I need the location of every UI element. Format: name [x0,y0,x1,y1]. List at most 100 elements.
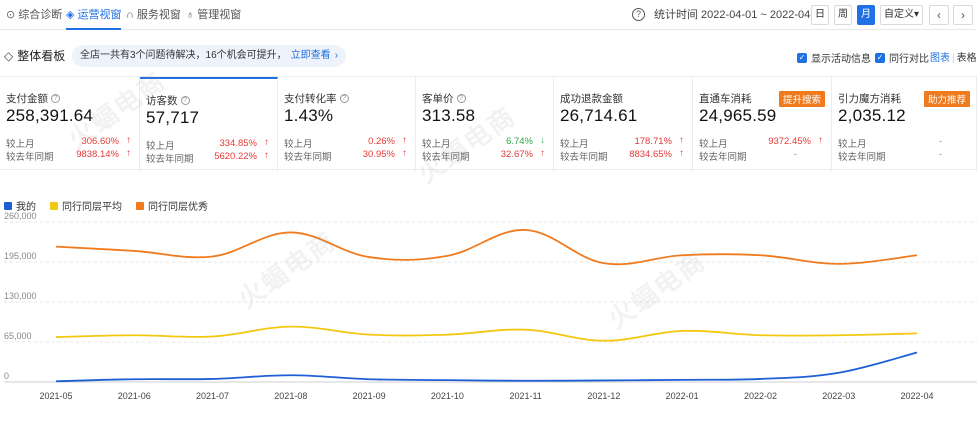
metric-title-text: 支付金额 [6,93,48,105]
series-line-peer-top[interactable] [55,229,918,266]
chevron-right-icon: › [334,50,339,61]
tab-operations-view[interactable]: ◈ 运营视窗 [66,0,122,30]
series-line-peer-average[interactable] [55,325,918,342]
layers-icon: ◇ [4,48,14,63]
metric-cards: 支付金额? 258,391.64 较上月 306.60% ↑ 较去年同期 9838.14% ↑… [0,76,977,171]
tab-service-view[interactable]: ∩ 服务视窗 [126,0,181,30]
period-week-button[interactable]: 周 [834,5,852,25]
metric-title: 直通车消耗 [699,91,752,106]
metric-title-text: 支付转化率 [284,93,337,105]
show-activity-checkbox[interactable]: ✓ 显示活动信息 [797,50,871,65]
chevron-down-icon: ▾ [914,9,920,20]
arrow-up-icon: ↑ [264,150,269,161]
arrow-up-icon: ↑ [679,148,684,159]
metric-card[interactable]: 引力魔方消耗 助力推荐 2,035.12 较上月 - 较去年同期 - [832,77,977,171]
view-toggle: 图表 | 表格 [930,49,977,64]
help-icon[interactable]: ? [51,94,60,103]
metric-card[interactable]: 直通车消耗 提升搜索 24,965.59 较上月 9372.45% ↑ 较去年同期 - [693,77,832,171]
metric-card[interactable]: 支付金额? 258,391.64 较上月 306.60% ↑ 较去年同期 9838.14% ↑ [0,77,140,171]
period-custom-button[interactable]: 自定义▾ [880,5,924,25]
y-tick-label: 195,000 [4,251,37,261]
help-icon[interactable]: ? [456,94,466,103]
y-tick-label: 65,000 [4,331,32,341]
legend-swatch [136,201,144,210]
metric-card[interactable]: 访客数? 57,717 较上月 334.85% ↑ 较去年同期 5620.22% ↑ [140,77,278,171]
table-view-button[interactable]: 表格 [956,53,977,64]
comparison-value: 0.26% [368,136,395,147]
dashboard-title: 整体看板 [17,49,66,63]
comparison-value: 30.95% [362,149,395,160]
next-period-button[interactable]: › [953,5,973,25]
legend-item-peer-average[interactable]: 同行同层平均 [50,198,122,213]
legend-label: 同行同层优秀 [148,202,208,213]
dashboard-header: ◇ 整体看板 全店一共有3个问题待解决，16个机会可提升， 立即查看 › ✓ 显… [0,38,977,74]
comparison-label: 较上月 [560,139,589,150]
comparison-label: 较去年同期 [284,152,332,163]
metric-title-text: 客单价 [422,93,454,105]
tab-label: 服务视窗 [136,9,181,21]
x-tick-label: 2022-01 [666,391,699,401]
tab-comprehensive-diagnosis[interactable]: ⊙ 综合诊断 [6,0,62,30]
comparison-label: 较上月 [422,139,451,150]
chevron-right-icon: › [961,8,965,22]
arrow-up-icon: ↑ [126,148,131,159]
x-tick-label: 2021-09 [353,391,386,401]
metric-title-text: 引力魔方消耗 [838,93,901,105]
notice-text: 全店一共有3个问题待解决，16个机会可提升， [80,50,287,61]
metric-title: 支付转化率? [284,91,349,106]
series-line-mine[interactable] [55,351,918,383]
metric-card[interactable]: 客单价? 313.58 较上月 6.74% ↓ 较去年同期 32.67% ↑ [416,77,554,171]
comparison-value: 5620.22% [214,151,257,162]
arrow-up-icon: ↑ [540,148,545,159]
x-tick-label: 2021-12 [587,391,620,401]
metric-title-text: 访客数 [146,95,178,107]
shield-icon: ◈ [66,9,75,21]
toggle-divider: | [952,53,955,64]
arrow-down-icon: ↓ [540,135,545,146]
pin-icon: ⊙ [6,9,16,21]
period-month-button[interactable]: 月 [857,5,875,25]
chart-legend: 我的 同行同层平均 同行同层优秀 [4,198,208,213]
chart-view-button[interactable]: 图表 [930,53,950,64]
comparison-value: 32.67% [500,149,533,160]
comparison-label: 较去年同期 [560,152,608,163]
x-tick-label: 2021-11 [509,391,541,401]
metric-card[interactable]: 成功退款金额 26,714.61 较上月 178.71% ↑ 较去年同期 8834.65% ↑ [554,77,693,171]
comparison-label: 较上月 [284,139,313,150]
help-icon[interactable]: ? [339,94,349,103]
arrow-up-icon: ↑ [126,135,131,146]
peer-compare-checkbox[interactable]: ✓ 同行对比 [875,50,929,65]
comparison-label: 较上月 [146,141,175,152]
arrow-up-icon: ↑ [679,135,684,146]
tab-management-view[interactable]: ♁ 管理视窗 [186,0,241,30]
comparison-value: 9838.14% [76,149,119,160]
comparison-label: 较上月 [699,139,728,150]
legend-item-mine[interactable]: 我的 [4,198,36,213]
view-now-link[interactable]: 立即查看 [290,50,331,61]
comparison-value: 6.74% [506,136,533,147]
legend-item-peer-top[interactable]: 同行同层优秀 [136,198,208,213]
prev-period-button[interactable]: ‹ [929,5,949,25]
peer-compare-label: 同行对比 [889,54,929,65]
check-icon: ✓ [797,52,807,63]
bulb-icon: ♁ [186,9,195,21]
legend-label: 我的 [16,202,36,213]
metric-value: 24,965.59 [699,106,777,125]
metric-card[interactable]: 支付转化率? 1.43% 较上月 0.26% ↑ 较去年同期 30.95% ↑ [278,77,416,171]
period-day-button[interactable]: 日 [811,5,829,25]
comparison-value: - [793,149,797,160]
metric-value: 57,717 [146,108,200,127]
arrow-up-icon: ↑ [402,148,407,159]
help-icon[interactable]: ? [632,8,645,21]
metric-title-text: 直通车消耗 [699,93,752,105]
comparison-label: 较去年同期 [838,152,886,163]
metric-badge-button[interactable]: 提升搜索 [778,91,825,107]
x-tick-label: 2021-10 [431,391,464,401]
y-tick-label: 130,000 [4,291,37,301]
comparison-value: - [938,149,942,160]
help-icon[interactable]: ? [180,96,190,105]
chevron-left-icon: ‹ [937,8,941,22]
comparison-value: - [938,136,942,147]
metric-badge-button[interactable]: 助力推荐 [923,91,970,107]
issue-notice[interactable]: 全店一共有3个问题待解决，16个机会可提升， 立即查看 › [72,45,347,67]
